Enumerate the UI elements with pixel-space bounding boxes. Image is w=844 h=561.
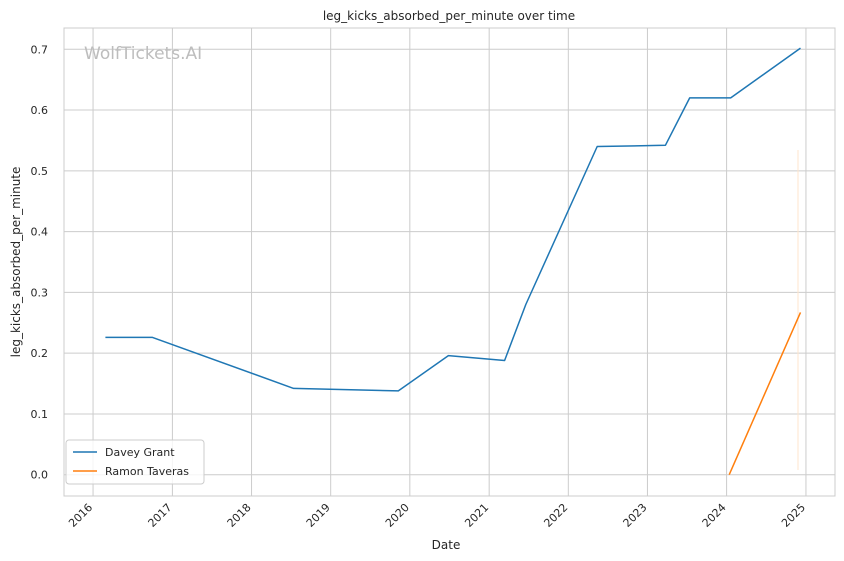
x-tick-labels: 2016 2017 2018 2019 2020 2021 2022 2023 2024 2025 — [66, 501, 808, 530]
x-tick-label: 2021 — [462, 501, 491, 530]
y-gridlines — [64, 48, 835, 476]
x-tick-label: 2022 — [541, 501, 570, 530]
series-layer — [105, 47, 802, 476]
y-tick-labels: 0.0 0.1 0.2 0.3 0.4 0.5 0.6 0.7 — [31, 43, 49, 481]
x-tick-label: 2020 — [383, 501, 412, 530]
y-tick-label: 0.5 — [31, 165, 49, 178]
y-tick-label: 0.7 — [31, 43, 49, 56]
x-tick-label: 2024 — [700, 501, 729, 530]
chart-title: leg_kicks_absorbed_per_minute over time — [323, 9, 575, 23]
y-axis-title: leg_kicks_absorbed_per_minute — [9, 167, 23, 358]
x-tick-label: 2023 — [621, 501, 650, 530]
x-tick-label: 2017 — [146, 501, 175, 530]
x-axis-title: Date — [432, 538, 461, 552]
legend-label-davey-grant: Davey Grant — [105, 446, 175, 459]
y-tick-label: 0.3 — [31, 286, 49, 299]
x-tick-label: 2016 — [66, 501, 95, 530]
y-tick-label: 0.4 — [31, 226, 49, 239]
y-tick-label: 0.1 — [31, 408, 49, 421]
x-tick-label: 2018 — [225, 501, 254, 530]
watermark: WolfTickets.AI — [84, 44, 202, 64]
x-gridlines — [92, 28, 807, 496]
series-line-ramon-taveras — [728, 312, 802, 476]
legend-label-ramon-taveras: Ramon Taveras — [105, 465, 189, 478]
y-tick-label: 0.0 — [31, 469, 49, 482]
plot-area — [63, 27, 836, 497]
legend: Davey Grant Ramon Taveras — [65, 439, 205, 485]
legend-box — [65, 439, 205, 485]
x-tick-label: 2019 — [304, 501, 333, 530]
y-tick-label: 0.2 — [31, 347, 49, 360]
series-line-davey-grant — [105, 47, 801, 392]
x-tick-label: 2025 — [779, 501, 808, 530]
y-tick-label: 0.6 — [31, 104, 49, 117]
